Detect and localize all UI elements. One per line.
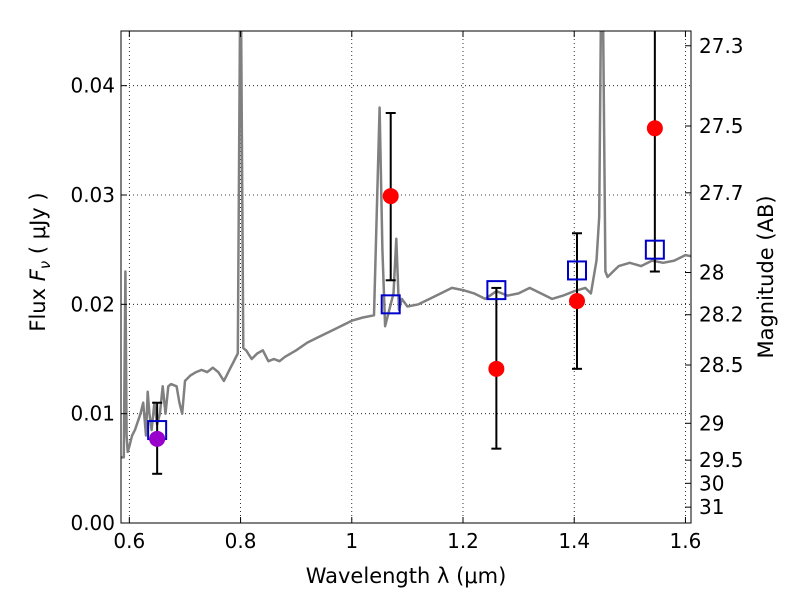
observed-point: [646, 120, 663, 137]
right-tick-label: 30: [699, 471, 724, 495]
observed-point: [382, 188, 399, 205]
spectrum-line: [121, 31, 691, 459]
model-point: [380, 294, 401, 315]
spectrum-layer: [121, 31, 691, 459]
model-point: [567, 260, 587, 281]
y-tick-label: 0.00: [70, 511, 115, 535]
plot-frame: [120, 30, 692, 524]
right-tick-label: 28: [699, 261, 724, 285]
right-tick-label: 28.2: [699, 303, 744, 327]
right-tick-label: 27.5: [699, 114, 744, 138]
right-tick-label: 28.5: [699, 353, 744, 377]
errorbar-layer: [152, 31, 660, 475]
grid-layer: [121, 31, 691, 524]
model-layer: [147, 239, 665, 441]
observed-point: [569, 293, 585, 310]
y-tick-label: 0.02: [70, 292, 115, 316]
x-axis-ticks: 0.6 0.8 1 1.2 1.4 1.6: [113, 31, 701, 553]
right-tick-label: 27.7: [699, 181, 744, 205]
model-point: [644, 239, 665, 260]
observed-point: [488, 360, 505, 377]
observed-layer: [149, 120, 663, 447]
x-tick-label: 1.2: [447, 529, 479, 553]
right-axis-label: Magnitude (AB): [754, 195, 778, 358]
x-tick-label: 1.6: [670, 529, 702, 553]
model-point: [486, 280, 507, 301]
right-tick-label: 27.3: [699, 34, 744, 58]
right-tick-label: 31: [699, 495, 724, 519]
y-tick-label: 0.01: [70, 402, 115, 426]
y-tick-label: 0.04: [70, 74, 115, 98]
x-axis-label: Wavelength λ (μm): [306, 564, 507, 588]
x-tick-label: 0.6: [113, 529, 145, 553]
x-tick-label: 1: [345, 529, 358, 553]
x-tick-label: 0.8: [225, 529, 257, 553]
y-tick-label: 0.03: [70, 183, 115, 207]
y-axis-ticks: 0.00 0.01 0.02 0.03 0.04: [70, 74, 127, 535]
x-tick-label: 1.4: [558, 529, 590, 553]
y-axis-label: Flux Fν ( μJy ): [26, 192, 54, 331]
right-tick-label: 29.5: [699, 448, 744, 472]
right-tick-label: 29: [699, 411, 724, 435]
observed-point: [149, 430, 166, 447]
